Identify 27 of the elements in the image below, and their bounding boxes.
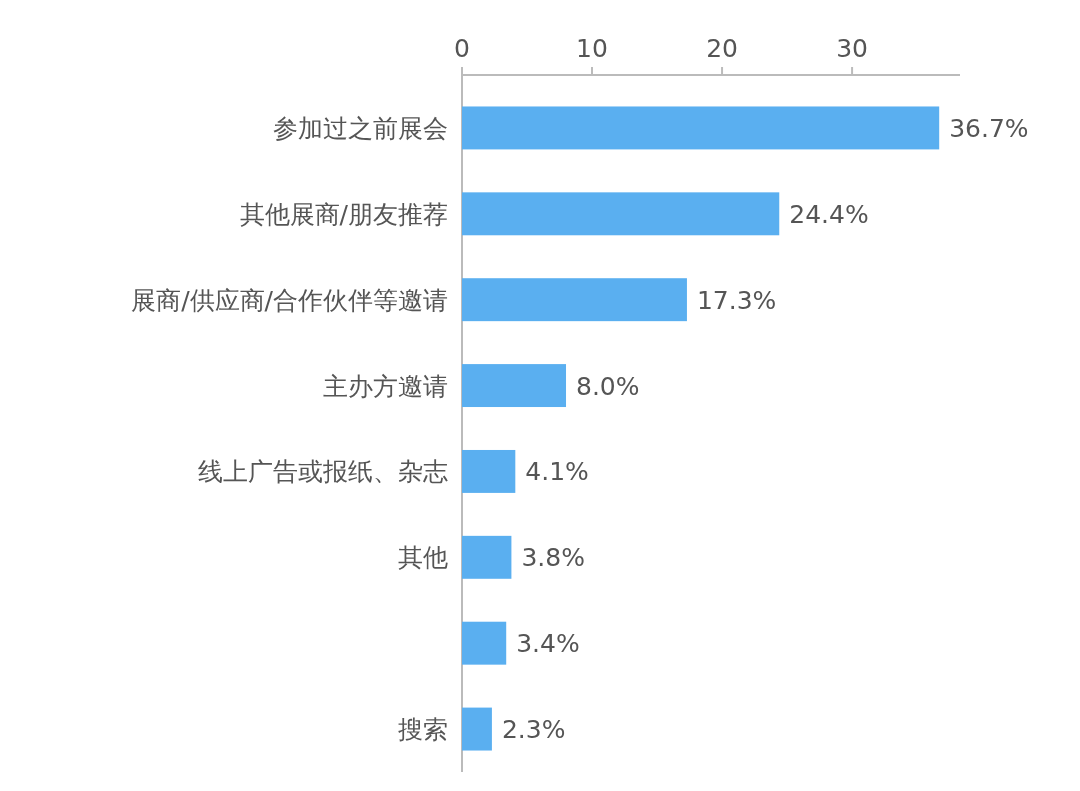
data-label: 8.0% (576, 371, 640, 401)
x-tick-label: 10 (576, 34, 608, 63)
data-label: 3.4% (516, 629, 580, 659)
x-tick-label: 30 (836, 34, 868, 63)
bar (462, 535, 512, 579)
x-tick-label: 0 (454, 34, 470, 63)
data-label: 24.4% (789, 199, 869, 229)
x-tick-label: 20 (706, 34, 738, 63)
bar (462, 707, 492, 751)
bar (462, 278, 687, 322)
bar (462, 192, 780, 236)
data-label: 17.3% (696, 285, 777, 315)
data-label: 3.8% (521, 543, 585, 573)
y-tick-label: 其他 (398, 543, 448, 573)
y-tick-label: 主办方邀请 (323, 371, 448, 401)
bar (462, 364, 567, 408)
data-label: 4.1% (525, 457, 589, 487)
y-tick-label: 展商/供应商/合作伙伴等邀请 (131, 285, 448, 315)
data-label: 2.3% (501, 715, 566, 745)
bar (462, 449, 516, 493)
y-tick-label: 线上广告或报纸、杂志 (198, 457, 448, 487)
data-label: 36.7% (949, 113, 1029, 143)
bar (462, 621, 507, 665)
y-tick-label: 搜索 (398, 715, 448, 745)
bar (462, 106, 940, 150)
y-tick-label: 参加过之前展会 (273, 113, 448, 143)
y-tick-label: 其他展商/朋友推荐 (239, 199, 448, 229)
